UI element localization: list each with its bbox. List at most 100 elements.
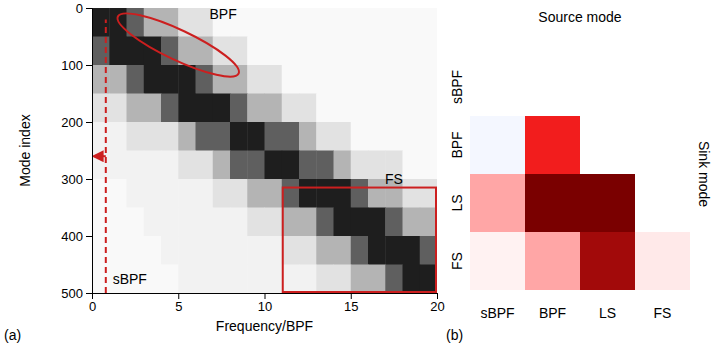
- heatmap-cell: [161, 208, 179, 237]
- tick-label: 100: [61, 58, 83, 73]
- tick: 500: [61, 286, 92, 301]
- heatmap-cell: [316, 151, 334, 180]
- heatmap-cell: [247, 65, 265, 94]
- heatmap-cell: [368, 94, 386, 123]
- x-axis: 05101520: [89, 293, 445, 314]
- tick-mark: [351, 293, 352, 299]
- panel-label: (b): [446, 327, 463, 343]
- heatmap-cell: [351, 94, 369, 123]
- heatmap-cell: [265, 179, 283, 208]
- heatmap-cell: [351, 122, 369, 151]
- heatmap-cell: [385, 265, 403, 294]
- matrix-cell: [525, 232, 581, 290]
- heatmap-cell: [127, 179, 145, 208]
- tick-mark: [86, 236, 92, 237]
- heatmap-cell: [282, 37, 300, 66]
- tick-label: 5: [175, 299, 182, 314]
- heatmap-cell: [178, 208, 196, 237]
- heatmap-cell: [420, 65, 437, 94]
- heatmap-cell: [247, 208, 265, 237]
- tick-label: 300: [61, 172, 83, 187]
- heatmap-cell: [351, 8, 369, 37]
- heatmap-cell: [230, 122, 248, 151]
- heatmap-cell: [351, 151, 369, 180]
- axis-line: [93, 294, 438, 300]
- heatmap-cell: [316, 65, 334, 94]
- heatmap-cell: [144, 122, 162, 151]
- heatmap-cell: [230, 94, 248, 123]
- heatmap-cell: [161, 65, 179, 94]
- matrix-cell: [525, 116, 581, 175]
- tick-label: 0: [89, 299, 96, 314]
- heatmap-cell: [178, 94, 196, 123]
- heatmap-cell: [230, 236, 248, 265]
- tick-label: 20: [430, 299, 444, 314]
- heatmap-cell: [247, 8, 265, 37]
- heatmap-cell: [299, 265, 317, 294]
- heatmap-cell: [282, 151, 300, 180]
- heatmap-cell: [420, 94, 437, 123]
- heatmap-cell: [316, 265, 334, 294]
- tick: 100: [61, 58, 92, 73]
- heatmap-cell: [403, 236, 421, 265]
- heatmap-cell: [247, 179, 265, 208]
- tick: 0: [76, 1, 92, 16]
- tick: 10: [258, 293, 272, 314]
- heatmap-cell: [282, 94, 300, 123]
- heatmap-cells: [92, 8, 437, 293]
- heatmap-cell: [351, 208, 369, 237]
- heatmap-cell: [144, 94, 162, 123]
- y-axis-title: Mode index: [17, 114, 33, 186]
- row-label: sBPF: [449, 70, 465, 104]
- heatmap-cell: [213, 65, 231, 94]
- heatmap-cell: [196, 151, 214, 180]
- heatmap-cell: [385, 94, 403, 123]
- heatmap-cell: [213, 236, 231, 265]
- tick-mark: [86, 8, 92, 9]
- heatmap-cell: [403, 37, 421, 66]
- heatmap-cell: [92, 151, 110, 180]
- annotation-label: FS: [385, 171, 403, 187]
- heatmap-cell: [109, 65, 127, 94]
- heatmap-cell: [92, 236, 110, 265]
- tick-mark: [265, 293, 266, 299]
- heatmap-cell: [299, 122, 317, 151]
- heatmap-cell: [351, 65, 369, 94]
- matrix-cell: [580, 58, 636, 117]
- heatmap-cell: [109, 179, 127, 208]
- heatmap-cell: [334, 94, 352, 123]
- tick-label: 200: [61, 115, 83, 130]
- tick: 400: [61, 229, 92, 244]
- heatmap-cell: [368, 208, 386, 237]
- heatmap-cell: [403, 94, 421, 123]
- heatmap-cell: [334, 122, 352, 151]
- heatmap-cell: [385, 236, 403, 265]
- heatmap-cell: [178, 265, 196, 294]
- heatmap-cell: [334, 208, 352, 237]
- heatmap-cell: [230, 208, 248, 237]
- heatmap-cell: [316, 208, 334, 237]
- heatmap-cell: [213, 265, 231, 294]
- heatmap-cell: [420, 236, 437, 265]
- heatmap-cell: [368, 236, 386, 265]
- heatmap-cell: [92, 265, 110, 294]
- heatmap-cell: [196, 122, 214, 151]
- heatmap-cell: [127, 65, 145, 94]
- heatmap-cell: [351, 265, 369, 294]
- heatmap-cell: [420, 37, 437, 66]
- tick-mark: [437, 293, 438, 299]
- heatmap-cell: [127, 208, 145, 237]
- heatmap-cell: [368, 8, 386, 37]
- heatmap-cell: [265, 208, 283, 237]
- heatmap-cell: [144, 8, 162, 37]
- heatmap-cell: [247, 265, 265, 294]
- heatmap-cell: [92, 122, 110, 151]
- panel-label: (a): [4, 327, 21, 343]
- heatmap-cell: [230, 179, 248, 208]
- heatmap-cell: [385, 37, 403, 66]
- heatmap-cell: [299, 151, 317, 180]
- heatmap-cell: [403, 265, 421, 294]
- heatmap-cell: [127, 94, 145, 123]
- heatmap-cell: [178, 37, 196, 66]
- heatmap-cell: [282, 265, 300, 294]
